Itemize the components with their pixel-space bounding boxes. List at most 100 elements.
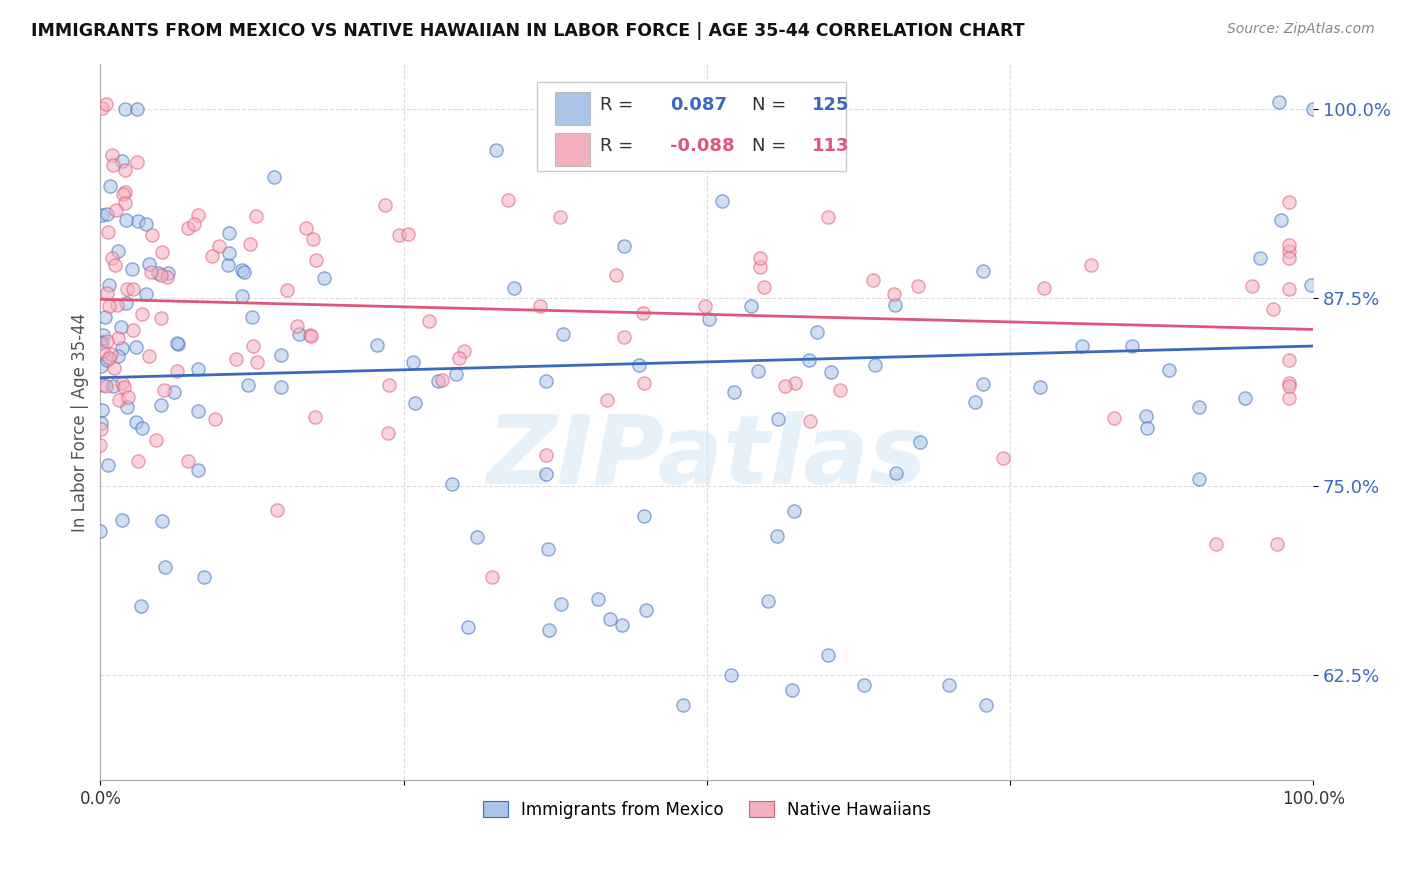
Point xyxy=(110,320,132,334)
Point xyxy=(299,328,322,343)
Point xyxy=(972,263,994,277)
Text: 0.087: 0.087 xyxy=(671,95,727,113)
Point xyxy=(374,198,396,212)
Point xyxy=(89,359,111,373)
Point xyxy=(1278,379,1301,393)
Point xyxy=(156,270,179,285)
Point xyxy=(586,592,609,607)
Point xyxy=(104,259,127,273)
Point xyxy=(225,352,247,367)
Point xyxy=(605,268,627,282)
Point xyxy=(94,97,117,112)
Point xyxy=(131,307,153,321)
Point xyxy=(98,178,121,193)
Point xyxy=(773,379,796,393)
Point xyxy=(141,265,163,279)
Point xyxy=(117,390,139,404)
Point xyxy=(129,599,152,613)
Point xyxy=(312,271,335,285)
Point xyxy=(114,186,136,200)
Point xyxy=(111,154,134,169)
Point xyxy=(1265,536,1288,550)
Point xyxy=(907,279,929,293)
Point xyxy=(1299,277,1322,292)
Point xyxy=(208,238,231,252)
Point xyxy=(1121,339,1143,353)
Point xyxy=(90,417,112,431)
Point xyxy=(187,362,209,376)
Point xyxy=(96,286,118,301)
Point xyxy=(124,340,146,354)
Point xyxy=(551,327,574,342)
Point xyxy=(101,147,124,161)
Point xyxy=(146,266,169,280)
Point xyxy=(295,221,318,235)
Point xyxy=(1080,258,1102,272)
Point xyxy=(377,425,399,440)
Point xyxy=(218,245,240,260)
Point xyxy=(627,358,650,372)
Point xyxy=(396,227,419,241)
Point xyxy=(98,277,121,292)
Point xyxy=(138,349,160,363)
Point xyxy=(231,288,253,302)
Point xyxy=(993,450,1015,465)
Point xyxy=(377,378,399,392)
Point xyxy=(633,306,655,320)
Point xyxy=(276,283,298,297)
Point xyxy=(117,400,139,414)
Point xyxy=(125,103,148,117)
Point xyxy=(723,384,745,399)
Point xyxy=(485,144,508,158)
Point xyxy=(193,570,215,584)
Point xyxy=(1188,400,1211,414)
Point xyxy=(693,299,716,313)
Point xyxy=(114,162,136,177)
Point xyxy=(1263,301,1285,316)
FancyBboxPatch shape xyxy=(555,92,591,125)
Point xyxy=(633,376,655,391)
Text: N =: N = xyxy=(752,136,792,154)
Point xyxy=(697,312,720,326)
Point xyxy=(550,210,572,224)
Point xyxy=(96,334,118,348)
Point xyxy=(465,530,488,544)
Point xyxy=(145,433,167,447)
Point xyxy=(89,524,111,538)
Point xyxy=(453,343,475,358)
Point xyxy=(231,263,253,277)
Point xyxy=(720,667,742,681)
Point xyxy=(366,338,388,352)
Point xyxy=(108,392,131,407)
Point xyxy=(430,373,453,387)
Point xyxy=(404,395,426,409)
Point xyxy=(111,341,134,355)
Point xyxy=(1188,472,1211,486)
Y-axis label: In Labor Force | Age 35-44: In Labor Force | Age 35-44 xyxy=(72,312,89,532)
Point xyxy=(610,618,633,632)
Point xyxy=(121,261,143,276)
Point xyxy=(828,383,851,397)
Point xyxy=(157,266,180,280)
Text: 125: 125 xyxy=(813,95,849,113)
Point xyxy=(595,392,617,407)
Point xyxy=(107,349,129,363)
Point xyxy=(91,344,114,359)
Point xyxy=(613,238,636,252)
Point xyxy=(853,678,876,692)
Point xyxy=(862,273,884,287)
Point xyxy=(90,208,112,222)
Point xyxy=(167,336,190,351)
Point xyxy=(96,207,118,221)
Point xyxy=(883,286,905,301)
Text: Source: ZipAtlas.com: Source: ZipAtlas.com xyxy=(1227,22,1375,37)
Point xyxy=(1278,238,1301,252)
Point xyxy=(285,318,308,333)
Point xyxy=(766,529,789,543)
Point xyxy=(135,286,157,301)
Point xyxy=(780,682,803,697)
Point xyxy=(1270,212,1292,227)
Point xyxy=(1278,376,1301,390)
Point xyxy=(1278,391,1301,405)
Point xyxy=(150,245,173,260)
